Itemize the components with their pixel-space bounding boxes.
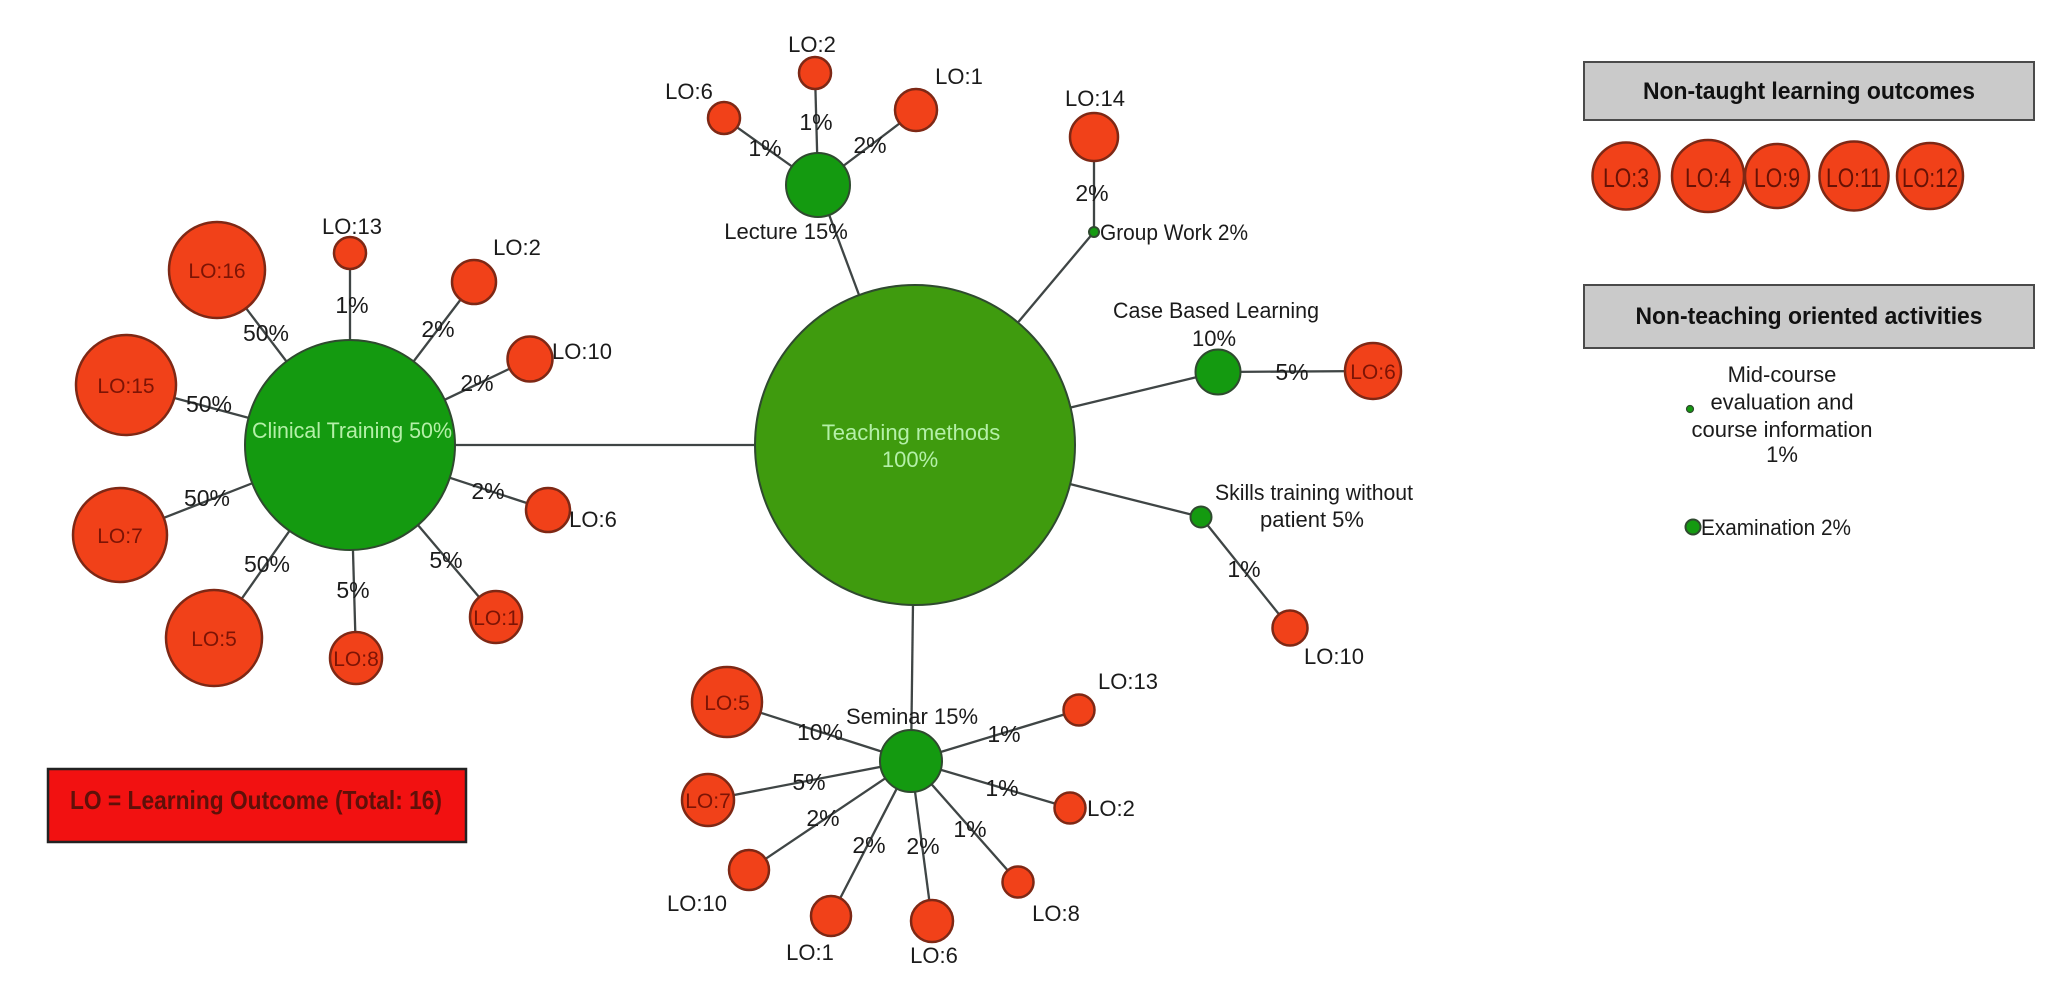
svg-text:LO:4: LO:4 — [1685, 163, 1731, 193]
svg-text:LO:8: LO:8 — [333, 648, 379, 671]
svg-text:LO:8: LO:8 — [1032, 901, 1080, 926]
svg-text:2%: 2% — [852, 832, 885, 858]
svg-text:2%: 2% — [421, 316, 454, 342]
svg-text:LO:9: LO:9 — [1754, 163, 1800, 193]
svg-text:2%: 2% — [853, 132, 886, 158]
svg-text:LO:13: LO:13 — [322, 214, 382, 239]
svg-text:Skills training without: Skills training without — [1215, 480, 1413, 505]
svg-text:1%: 1% — [799, 109, 832, 135]
svg-text:Examination 2%: Examination 2% — [1701, 515, 1851, 540]
svg-text:1%: 1% — [748, 135, 781, 161]
svg-text:LO:10: LO:10 — [1304, 644, 1364, 669]
svg-text:2%: 2% — [906, 833, 939, 859]
svg-text:5%: 5% — [1275, 359, 1308, 385]
svg-text:LO:6: LO:6 — [569, 507, 617, 532]
svg-text:LO:10: LO:10 — [552, 339, 612, 364]
svg-text:LO:11: LO:11 — [1826, 163, 1882, 193]
svg-text:Teaching methods: Teaching methods — [822, 420, 1001, 445]
svg-text:LO:5: LO:5 — [704, 692, 750, 715]
svg-text:course information: course information — [1692, 417, 1873, 442]
svg-text:evaluation and: evaluation and — [1710, 390, 1853, 415]
svg-text:50%: 50% — [244, 551, 290, 577]
svg-text:LO:1: LO:1 — [786, 940, 834, 965]
svg-text:5%: 5% — [429, 547, 462, 573]
svg-text:LO:15: LO:15 — [97, 375, 154, 398]
svg-text:Group Work 2%: Group Work 2% — [1100, 220, 1248, 245]
svg-text:5%: 5% — [336, 577, 369, 603]
svg-text:1%: 1% — [987, 721, 1020, 747]
svg-text:1%: 1% — [953, 816, 986, 842]
svg-text:LO:14: LO:14 — [1065, 86, 1125, 111]
svg-text:10%: 10% — [1192, 326, 1236, 351]
svg-text:100%: 100% — [882, 447, 938, 472]
svg-text:Mid-course: Mid-course — [1728, 362, 1837, 387]
svg-text:1%: 1% — [1766, 442, 1798, 467]
svg-text:Case Based Learning: Case Based Learning — [1113, 298, 1319, 323]
svg-text:2%: 2% — [460, 370, 493, 396]
svg-text:2%: 2% — [1075, 180, 1108, 206]
svg-text:LO:1: LO:1 — [473, 607, 519, 630]
svg-text:10%: 10% — [797, 719, 843, 745]
svg-text:patient 5%: patient 5% — [1260, 507, 1364, 532]
svg-text:LO:13: LO:13 — [1098, 669, 1158, 694]
svg-text:LO:6: LO:6 — [1350, 361, 1396, 384]
svg-text:LO:2: LO:2 — [1087, 796, 1135, 821]
svg-text:LO:7: LO:7 — [97, 525, 143, 548]
svg-text:1%: 1% — [985, 775, 1018, 801]
svg-text:Seminar 15%: Seminar 15% — [846, 704, 978, 729]
svg-text:2%: 2% — [471, 478, 504, 504]
svg-text:LO:16: LO:16 — [188, 260, 245, 283]
svg-text:LO:12: LO:12 — [1902, 163, 1958, 193]
svg-text:2%: 2% — [806, 805, 839, 831]
svg-text:LO:7: LO:7 — [685, 790, 731, 813]
svg-text:LO:2: LO:2 — [788, 32, 836, 57]
svg-text:Non-taught learning outcomes: Non-taught learning outcomes — [1643, 78, 1975, 105]
svg-text:LO:3: LO:3 — [1603, 163, 1649, 193]
svg-text:1%: 1% — [1227, 556, 1260, 582]
svg-text:LO:6: LO:6 — [910, 943, 958, 968]
svg-text:50%: 50% — [186, 391, 232, 417]
svg-text:LO:6: LO:6 — [665, 79, 713, 104]
svg-text:Lecture 15%: Lecture 15% — [724, 219, 848, 244]
svg-text:LO = Learning Outcome (Total:: LO = Learning Outcome (Total: 16) — [70, 785, 442, 815]
svg-text:50%: 50% — [243, 320, 289, 346]
svg-text:Clinical Training 50%: Clinical Training 50% — [252, 418, 452, 443]
svg-text:LO:5: LO:5 — [191, 628, 237, 651]
svg-text:LO:10: LO:10 — [667, 891, 727, 916]
svg-text:Non-teaching oriented activiti: Non-teaching oriented activities — [1636, 303, 1983, 330]
svg-text:LO:2: LO:2 — [493, 235, 541, 260]
svg-text:5%: 5% — [792, 769, 825, 795]
svg-text:1%: 1% — [335, 292, 368, 318]
svg-text:LO:1: LO:1 — [935, 64, 983, 89]
svg-text:50%: 50% — [184, 485, 230, 511]
